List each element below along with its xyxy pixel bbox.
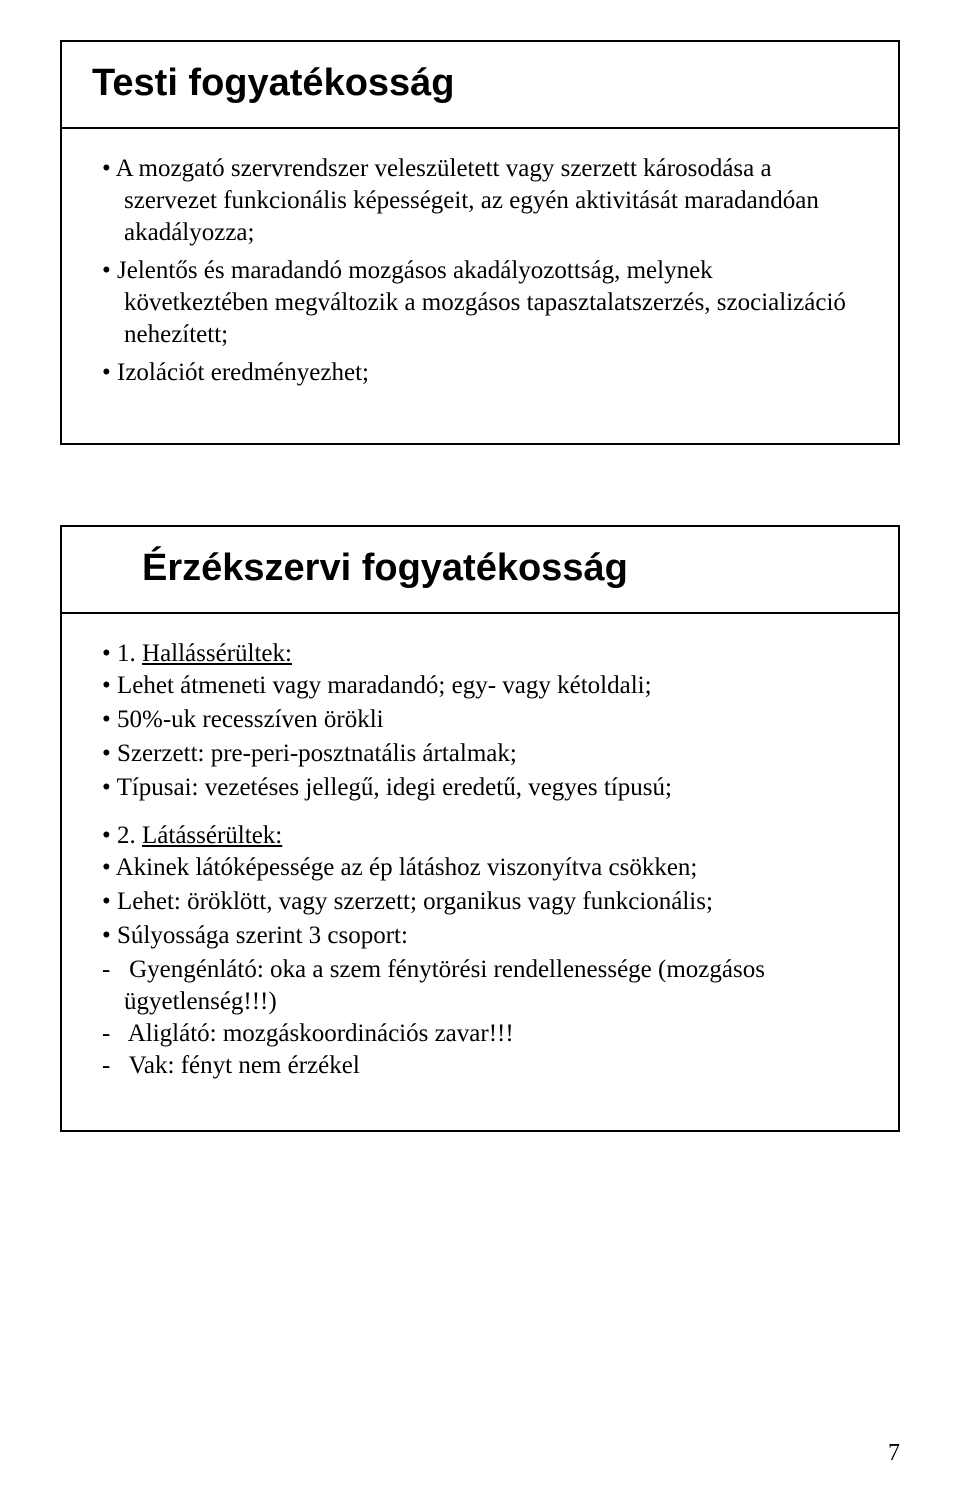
list-item: Izolációt eredményezhet; bbox=[102, 357, 858, 389]
page: Testi fogyatékosság A mozgató szervrends… bbox=[0, 0, 960, 1497]
list-item: Súlyossága szerint 3 csoport: bbox=[102, 920, 858, 952]
slide-2-body: 1. Hallássérültek: Lehet átmeneti vagy m… bbox=[62, 614, 898, 1130]
section-label: Hallássérültek: bbox=[142, 640, 292, 667]
section-number: 2. bbox=[117, 822, 142, 849]
list-item: Akinek látóképessége az ép látáshoz visz… bbox=[102, 852, 858, 884]
slide-1-body: A mozgató szervrendszer veleszületett va… bbox=[62, 129, 898, 443]
slide-2-title: Érzékszervi fogyatékosság bbox=[142, 547, 868, 590]
list-item: Szerzett: pre-peri-posztnatális ártalmak… bbox=[102, 738, 858, 770]
list-item: Lehet: öröklött, vagy szerzett; organiku… bbox=[102, 886, 858, 918]
spacer bbox=[102, 806, 858, 820]
list-item: 50%-uk recesszíven örökli bbox=[102, 704, 858, 736]
section-number: 1. bbox=[117, 640, 142, 667]
dash-item: Gyengénlátó: oka a szem fénytörési rende… bbox=[102, 954, 858, 1018]
list-item: A mozgató szervrendszer veleszületett va… bbox=[102, 153, 858, 249]
list-item: Lehet átmeneti vagy maradandó; egy- vagy… bbox=[102, 670, 858, 702]
section-heading-2: 2. Látássérültek: bbox=[102, 820, 858, 852]
section-heading-1: 1. Hallássérültek: bbox=[102, 638, 858, 670]
slide-2: Érzékszervi fogyatékosság 1. Hallássérül… bbox=[60, 525, 900, 1132]
dash-item: Vak: fényt nem érzékel bbox=[102, 1050, 858, 1082]
section-label: Látássérültek: bbox=[142, 822, 282, 849]
page-number: 7 bbox=[888, 1440, 900, 1467]
slide-1-title: Testi fogyatékosság bbox=[92, 62, 868, 105]
dash-item: Aliglátó: mozgáskoordinációs zavar!!! bbox=[102, 1018, 858, 1050]
list-item: Típusai: vezetéses jellegű, idegi eredet… bbox=[102, 772, 858, 804]
slide-1-title-wrap: Testi fogyatékosság bbox=[62, 42, 898, 129]
list-item: Jelentős és maradandó mozgásos akadályoz… bbox=[102, 255, 858, 351]
slide-2-title-wrap: Érzékszervi fogyatékosság bbox=[62, 527, 898, 614]
slide-1: Testi fogyatékosság A mozgató szervrends… bbox=[60, 40, 900, 445]
